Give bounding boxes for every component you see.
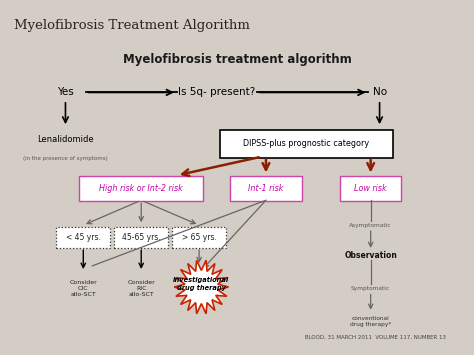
Text: Is 5q- present?: Is 5q- present? <box>178 87 255 97</box>
Text: Consider
RIC
allo-SCT: Consider RIC allo-SCT <box>128 280 155 297</box>
Text: 45-65 yrs.: 45-65 yrs. <box>122 233 161 242</box>
Text: (in the presence of symptoms): (in the presence of symptoms) <box>23 156 108 161</box>
Text: DIPSS-plus prognostic category: DIPSS-plus prognostic category <box>243 139 369 148</box>
FancyBboxPatch shape <box>219 130 392 158</box>
Text: < 45 yrs.: < 45 yrs. <box>66 233 100 242</box>
FancyBboxPatch shape <box>114 226 168 248</box>
Text: Myelofibrosis treatment algorithm: Myelofibrosis treatment algorithm <box>123 53 351 66</box>
FancyBboxPatch shape <box>56 226 110 248</box>
Text: Low risk: Low risk <box>355 185 387 193</box>
Text: Yes: Yes <box>57 87 74 97</box>
Polygon shape <box>174 260 228 314</box>
Text: High risk or Int-2 risk: High risk or Int-2 risk <box>100 185 183 193</box>
Text: No: No <box>373 87 387 97</box>
Text: Asymptomatic: Asymptomatic <box>349 223 392 228</box>
Text: Observation: Observation <box>344 251 397 260</box>
FancyBboxPatch shape <box>229 176 302 202</box>
Text: BLOOD, 31 MARCH 2011  VOLUME 117, NUMBER 13: BLOOD, 31 MARCH 2011 VOLUME 117, NUMBER … <box>305 335 447 340</box>
Text: Int-1 risk: Int-1 risk <box>248 185 283 193</box>
FancyBboxPatch shape <box>340 176 401 202</box>
Text: Symptomatic: Symptomatic <box>351 286 390 291</box>
Text: Myelofibrosis Treatment Algorithm: Myelofibrosis Treatment Algorithm <box>14 19 250 32</box>
Text: Lenalidomide: Lenalidomide <box>37 135 94 144</box>
FancyBboxPatch shape <box>79 176 203 202</box>
Text: Investigational
drug therapy: Investigational drug therapy <box>173 277 229 291</box>
FancyBboxPatch shape <box>172 226 226 248</box>
Text: > 65 yrs.: > 65 yrs. <box>182 233 217 242</box>
Text: Consider
CIC
allo-SCT: Consider CIC allo-SCT <box>69 280 97 297</box>
Text: conventional
drug therapy*: conventional drug therapy* <box>350 316 392 327</box>
